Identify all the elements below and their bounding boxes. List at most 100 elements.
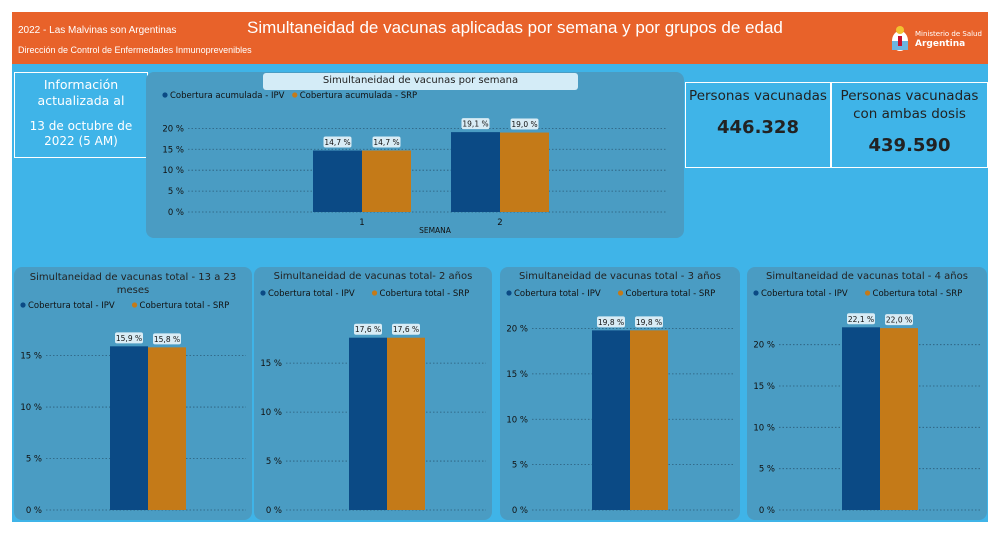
- legend-marker-ipv: [753, 290, 759, 296]
- legend-label-srp: Cobertura total - SRP: [140, 301, 230, 311]
- stat-vaccinated-label: Personas vacunadas: [689, 88, 827, 104]
- header-department: Dirección de Control de Enfermedades Inm…: [18, 45, 252, 55]
- legend-label-srp: Cobertura total - SRP: [380, 289, 470, 299]
- bar-ipv: [349, 337, 387, 510]
- bar-ipv: [842, 327, 880, 510]
- header-bar: 2022 - Las Malvinas son Argentinas Direc…: [12, 12, 988, 64]
- data-label-bg: [115, 332, 143, 344]
- y-tick-label: 10 %: [162, 166, 184, 176]
- x-tick-label: 2: [497, 218, 502, 228]
- y-tick-label: 15 %: [20, 352, 42, 362]
- update-info-date: 13 de octubre de 2022 (5 AM): [29, 119, 133, 148]
- y-tick-label: 20 %: [162, 124, 184, 134]
- legend-marker-ipv: [506, 290, 512, 296]
- legend-marker-srp: [864, 290, 871, 296]
- legend-marker-srp: [292, 92, 298, 98]
- bar-ipv: [592, 330, 630, 510]
- data-label: 19,0 %: [511, 120, 537, 129]
- data-label: 19,8 %: [636, 318, 662, 327]
- bar-srp: [362, 150, 411, 212]
- legend-marker-ipv: [260, 290, 266, 296]
- y-tick-label: 20 %: [753, 341, 775, 351]
- update-info-box: Información actualizada al 13 de octubre…: [14, 72, 148, 158]
- data-label-bg: [847, 313, 875, 325]
- legend-marker-srp: [371, 290, 378, 296]
- y-tick-label: 0 %: [168, 208, 184, 218]
- weekly-chart-card: Simultaneidad de vacunas por semana Cobe…: [146, 72, 684, 238]
- bar-srp: [148, 347, 186, 510]
- y-tick-label: 10 %: [260, 408, 282, 418]
- bar-ipv: [110, 346, 148, 510]
- legend-marker-srp: [131, 302, 138, 308]
- coat-of-arms-icon: [892, 26, 908, 51]
- y-tick-label: 0 %: [266, 506, 282, 516]
- y-tick-label: 15 %: [162, 145, 184, 155]
- y-tick-label: 10 %: [506, 415, 528, 425]
- stat-vaccinated: Personas vacunadas 446.328: [685, 82, 831, 168]
- data-label-bg: [392, 323, 420, 335]
- bar-srp: [880, 328, 918, 510]
- weekly-chart-title-bar: [263, 73, 578, 90]
- y-tick-label: 10 %: [753, 423, 775, 433]
- logo-ministry-text: Ministerio de Salud: [915, 30, 982, 38]
- x-tick-label: 1: [359, 218, 364, 228]
- legend-marker-ipv: [20, 302, 26, 308]
- data-label: 22,1 %: [848, 315, 874, 324]
- data-label-bg: [510, 118, 539, 130]
- chart-title: Simultaneidad de vacunas total- 2 años: [273, 271, 473, 282]
- data-label: 17,6 %: [393, 325, 419, 334]
- chart-title: Simultaneidad de vacunas total - 3 años: [519, 271, 721, 282]
- chart-title: Simultaneidad de vacunas total - 13 a 23…: [29, 272, 237, 296]
- y-tick-label: 0 %: [759, 506, 775, 516]
- age-2-chart: Cobertura total - IPV Cobertura total - S…: [260, 289, 486, 516]
- data-label-bg: [885, 314, 913, 326]
- logo-country-text: Argentina: [915, 39, 966, 49]
- stat-both-doses-label: Personas vacunadas con ambas dosis: [840, 88, 979, 122]
- ministry-logo: Ministerio de Salud Argentina: [889, 24, 984, 54]
- y-tick-label: 5 %: [512, 461, 528, 471]
- age-4-card: Simultaneidad de vacunas total - 4 años …: [747, 267, 987, 520]
- x-axis-label: SEMANA: [419, 226, 452, 235]
- legend-label-srp: Cobertura total - SRP: [626, 289, 716, 299]
- y-tick-label: 0 %: [26, 506, 42, 516]
- legend-label-srp: Cobertura total - SRP: [873, 289, 963, 299]
- page-title: Simultaneidad de vacunas aplicadas por s…: [247, 18, 783, 37]
- header-tagline: 2022 - Las Malvinas son Argentinas: [18, 25, 177, 36]
- y-tick-label: 5 %: [266, 457, 282, 467]
- y-tick-label: 0 %: [512, 506, 528, 516]
- age-2-card: Simultaneidad de vacunas total- 2 años C…: [254, 267, 492, 520]
- legend-marker-srp: [617, 290, 624, 296]
- update-info-label: Información actualizada al: [37, 77, 125, 108]
- age-13-23-card: Simultaneidad de vacunas total - 13 a 23…: [14, 267, 252, 520]
- legend-marker-ipv: [162, 92, 168, 98]
- legend-label-ipv: Cobertura acumulada - IPV: [170, 91, 285, 101]
- y-tick-label: 10 %: [20, 403, 42, 413]
- bar-srp: [387, 337, 425, 510]
- data-label: 15,9 %: [116, 334, 142, 343]
- legend-label-ipv: Cobertura total - IPV: [268, 289, 355, 299]
- data-label-bg: [354, 323, 382, 335]
- age-3-chart: Cobertura total - IPV Cobertura total - S…: [506, 289, 734, 516]
- chart-title: Simultaneidad de vacunas total - 4 años: [766, 271, 968, 282]
- bar-srp: [500, 132, 549, 212]
- age-3-card: Simultaneidad de vacunas total - 3 años …: [500, 267, 740, 520]
- y-tick-label: 20 %: [506, 325, 528, 335]
- weekly-chart: Cobertura acumulada - IPV Cobertura acumu…: [162, 91, 666, 235]
- y-tick-label: 15 %: [753, 382, 775, 392]
- y-tick-label: 5 %: [759, 465, 775, 475]
- legend-label-ipv: Cobertura total - IPV: [761, 289, 848, 299]
- data-label: 19,8 %: [598, 318, 624, 327]
- age-13-23-chart: Cobertura total - IPV Cobertura total - S…: [20, 301, 246, 516]
- legend-label-ipv: Cobertura total - IPV: [28, 301, 115, 311]
- stat-both-doses: Personas vacunadas con ambas dosis 439.5…: [831, 82, 988, 168]
- data-label: 14,7 %: [373, 138, 399, 147]
- data-label: 22,0 %: [886, 316, 912, 325]
- data-label-bg: [372, 136, 401, 148]
- data-label: 14,7 %: [324, 138, 350, 147]
- y-tick-label: 15 %: [506, 370, 528, 380]
- legend-label-srp: Cobertura acumulada - SRP: [300, 91, 417, 101]
- data-label-bg: [153, 333, 181, 345]
- legend-label-ipv: Cobertura total - IPV: [514, 289, 601, 299]
- y-tick-label: 5 %: [168, 187, 184, 197]
- content-area: Información actualizada al 13 de octubre…: [12, 64, 988, 522]
